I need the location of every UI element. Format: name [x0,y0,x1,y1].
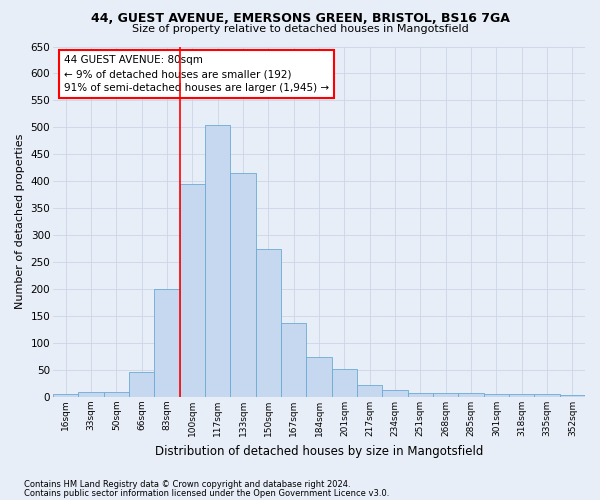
Bar [535,394,560,397]
Y-axis label: Number of detached properties: Number of detached properties [15,134,25,310]
Text: 44 GUEST AVENUE: 80sqm
← 9% of detached houses are smaller (192)
91% of semi-det: 44 GUEST AVENUE: 80sqm ← 9% of detached … [64,56,329,94]
Bar [332,369,357,397]
Bar [79,392,104,397]
Bar [307,356,332,397]
Bar [281,322,307,397]
Bar [154,289,180,397]
Bar [256,248,281,397]
Bar [205,124,230,397]
Bar [129,372,154,397]
Text: Contains public sector information licensed under the Open Government Licence v3: Contains public sector information licen… [24,488,389,498]
Bar [104,392,129,397]
Bar [357,385,382,397]
Bar [509,394,535,397]
Bar [382,390,407,397]
Bar [407,392,433,397]
Text: Size of property relative to detached houses in Mangotsfield: Size of property relative to detached ho… [131,24,469,34]
Text: Contains HM Land Registry data © Crown copyright and database right 2024.: Contains HM Land Registry data © Crown c… [24,480,350,489]
Bar [458,393,484,397]
Bar [180,184,205,397]
Bar [484,394,509,397]
Bar [53,394,79,397]
Text: 44, GUEST AVENUE, EMERSONS GREEN, BRISTOL, BS16 7GA: 44, GUEST AVENUE, EMERSONS GREEN, BRISTO… [91,12,509,26]
X-axis label: Distribution of detached houses by size in Mangotsfield: Distribution of detached houses by size … [155,444,483,458]
Bar [560,395,585,397]
Bar [230,173,256,397]
Bar [433,392,458,397]
